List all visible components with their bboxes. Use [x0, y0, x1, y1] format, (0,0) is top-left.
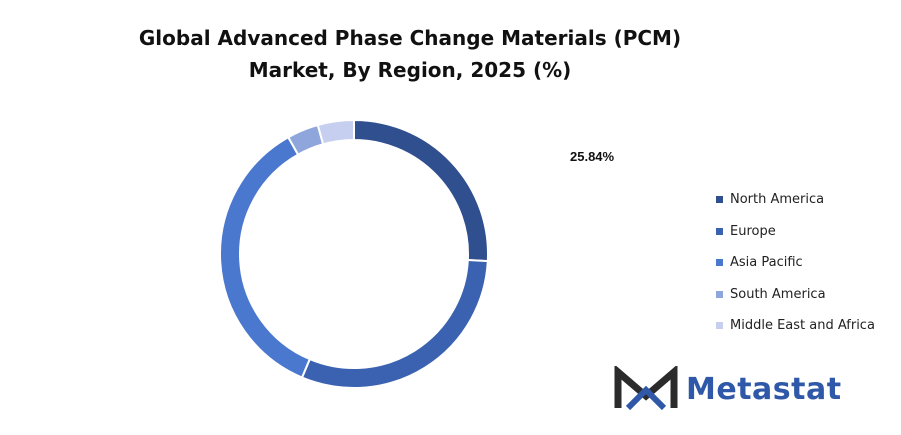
slice-north-america: [353, 118, 489, 263]
legend-swatch: [716, 290, 723, 298]
legend-swatch: [716, 259, 723, 267]
legend-label: North America: [730, 192, 825, 208]
slice-europe: [300, 258, 489, 389]
chart-legend: North America Europe Asia Pacific South Ame…: [716, 184, 875, 342]
legend-item: Asia Pacific: [716, 247, 875, 279]
metastat-logo: Metastat: [614, 366, 842, 412]
metastat-logo-icon: [614, 366, 678, 411]
chart-title: Global Advanced Phase Change Materials (…: [138, 26, 682, 82]
legend-item: Europe: [716, 216, 875, 248]
legend-label: Asia Pacific: [730, 255, 803, 271]
slice-asia-pacific: [219, 135, 312, 379]
slice-middle-east-and-africa: [316, 118, 355, 146]
donut-labels: 25.84%: [570, 149, 615, 164]
legend-label: South America: [730, 286, 826, 302]
legend-label: Middle East and Africa: [730, 318, 875, 334]
data-label-north-america: 25.84%: [570, 149, 615, 164]
donut-slices: [219, 118, 489, 389]
legend-swatch: [716, 322, 723, 330]
legend-item: Middle East and Africa: [716, 310, 875, 342]
legend-label: Europe: [730, 223, 776, 239]
metastat-logo-text: Metastat: [686, 371, 842, 407]
legend-swatch: [716, 196, 723, 204]
legend-item: North America: [716, 184, 875, 216]
legend-item: South America: [716, 279, 875, 311]
legend-swatch: [716, 227, 723, 235]
